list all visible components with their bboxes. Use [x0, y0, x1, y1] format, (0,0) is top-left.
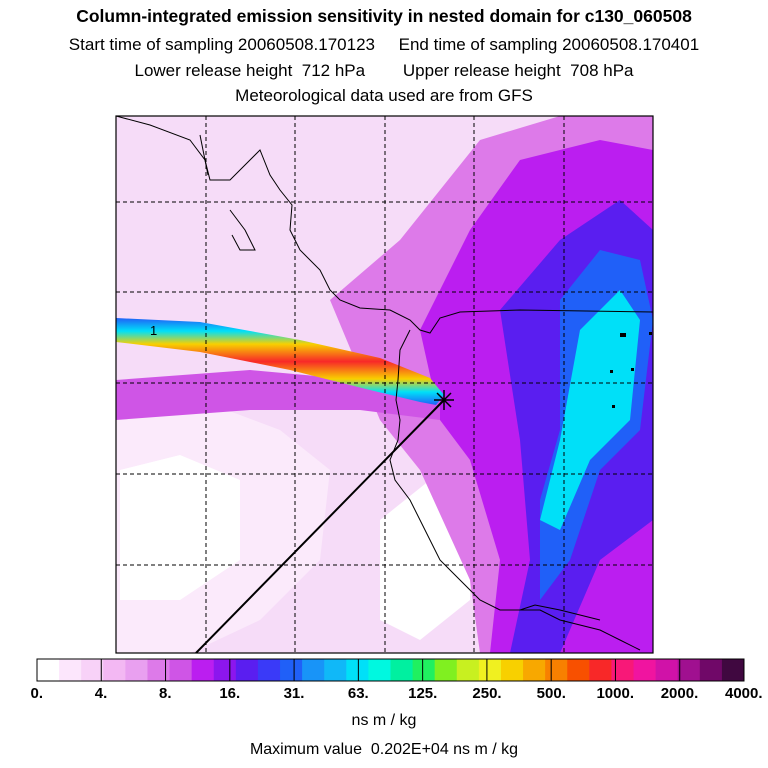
colorbar-swatch	[655, 659, 679, 681]
colorbar-tick-label: 0.	[30, 685, 44, 702]
colorbar-swatch	[368, 659, 391, 681]
colorbar-swatch	[412, 659, 436, 681]
colorbar-swatch	[169, 659, 193, 681]
colorbar-swatch	[589, 659, 612, 681]
colorbar-tick-label: 2000.	[660, 685, 699, 702]
colorbar-tick-label: 31.	[283, 685, 305, 702]
colorbar-swatch	[721, 659, 745, 681]
colorbar-units: ns m / kg	[351, 712, 417, 729]
colorbar-tick-label: 125.	[408, 685, 438, 702]
colorbar-swatch	[257, 659, 281, 681]
release-height-line: Lower release height 712 hPa Upper relea…	[134, 61, 634, 80]
colorbar-tick-label: 250.	[472, 685, 502, 702]
colorbar-swatch	[523, 659, 546, 681]
colorbar-swatch	[500, 659, 524, 681]
maximum-value-text: Maximum value 0.202E+04 ns m / kg	[249, 741, 519, 758]
colorbar-swatch	[147, 659, 171, 681]
colorbar-swatch	[81, 659, 104, 681]
colorbar-swatch	[633, 659, 657, 681]
colorbar-swatch	[567, 659, 590, 681]
met-data-line: Meteorological data used are from GFS	[235, 86, 533, 105]
colorbar-swatch	[37, 659, 60, 681]
sensitivity-field-white-patches	[120, 455, 240, 600]
colorbar-swatch	[699, 659, 723, 681]
colorbar-tick-label: 4000.	[725, 685, 763, 702]
sensitivity-field-cyan	[540, 290, 640, 530]
colorbar-tick-label: 63.	[347, 685, 369, 702]
colorbar-swatch	[235, 659, 259, 681]
colorbar-swatch	[213, 659, 237, 681]
plot-title: Column-integrated emission sensitivity i…	[76, 6, 692, 26]
colorbar-swatch	[103, 659, 126, 681]
trajectory-label: 1	[150, 323, 157, 338]
colorbar-swatch	[390, 659, 414, 681]
lakes	[610, 332, 652, 408]
colorbar-tick-label: 1000.	[596, 685, 634, 702]
colorbar-tick-label: 500.	[536, 685, 566, 702]
colorbar-swatch	[324, 659, 347, 681]
map-frame	[115, 115, 654, 654]
map-panel: 1	[116, 116, 653, 653]
colorbar-tick-label: 4.	[94, 685, 108, 702]
colorbar	[36, 658, 745, 682]
sampling-time-line: Start time of sampling 20060508.170123 E…	[68, 35, 700, 54]
colorbar-swatch	[125, 659, 148, 681]
colorbar-swatch	[434, 659, 458, 681]
flight-track-line	[195, 399, 445, 653]
release-point-marker	[434, 390, 454, 410]
colorbar-tick-label: 16.	[219, 685, 241, 702]
colorbar-tick-label: 8.	[159, 685, 172, 702]
coastline	[116, 116, 653, 651]
colorbar-swatch	[545, 659, 568, 681]
colorbar-swatch	[280, 659, 303, 681]
colorbar-frame	[36, 658, 745, 682]
colorbar-swatch	[302, 659, 325, 681]
colorbar-swatch	[346, 659, 369, 681]
colorbar-swatch	[478, 659, 502, 681]
colorbar-swatch	[191, 659, 215, 681]
lat-lon-grid	[116, 116, 653, 653]
colorbar-swatch	[59, 659, 82, 681]
colorbar-swatch	[456, 659, 480, 681]
colorbar-swatch	[677, 659, 701, 681]
colorbar-swatch	[611, 659, 635, 681]
